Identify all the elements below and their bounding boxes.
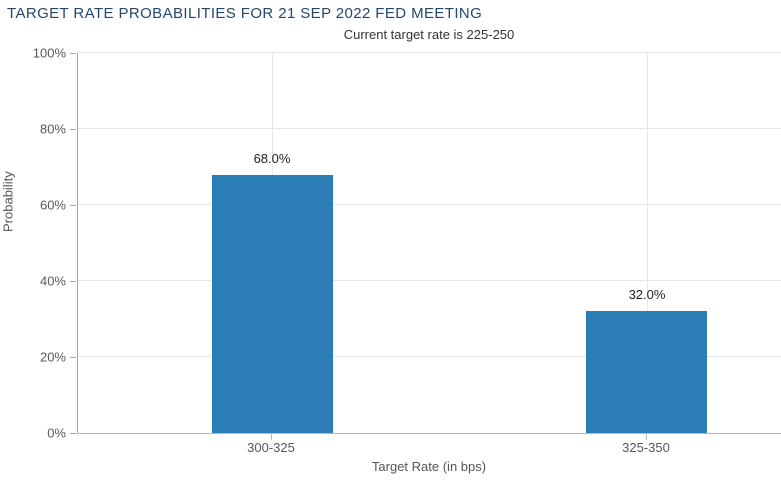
y-tick-label: 100% bbox=[32, 45, 66, 61]
y-gridline bbox=[78, 356, 781, 357]
x-axis-title: Target Rate (in bps) bbox=[371, 459, 487, 474]
y-tick-mark bbox=[70, 357, 76, 358]
y-gridline bbox=[78, 52, 781, 53]
y-tick-label: 40% bbox=[39, 273, 66, 289]
y-tick-mark bbox=[70, 53, 76, 54]
y-tick-mark bbox=[70, 281, 76, 282]
y-gridline bbox=[78, 280, 781, 281]
y-tick-label: 20% bbox=[39, 349, 66, 365]
bar-300-325[interactable] bbox=[212, 175, 333, 433]
y-tick-mark bbox=[70, 205, 76, 206]
plot-area: 68.0% 32.0% bbox=[77, 52, 781, 434]
chart-title: TARGET RATE PROBABILITIES FOR 21 SEP 202… bbox=[7, 5, 483, 22]
x-tick-mark bbox=[646, 434, 647, 440]
y-tick-label: 0% bbox=[47, 425, 66, 441]
y-tick-label: 80% bbox=[39, 121, 66, 137]
bar-value-label: 32.0% bbox=[628, 287, 666, 302]
x-gridline bbox=[647, 53, 648, 433]
x-tick-label: 325-350 bbox=[622, 440, 670, 455]
y-gridline bbox=[78, 128, 781, 129]
bar-value-label: 68.0% bbox=[253, 151, 291, 166]
x-tick-mark bbox=[271, 434, 272, 440]
y-gridline bbox=[78, 204, 781, 205]
chart-subtitle: Current target rate is 225-250 bbox=[343, 27, 515, 42]
x-tick-label: 300-325 bbox=[247, 440, 295, 455]
y-tick-label: 60% bbox=[39, 197, 66, 213]
bar-325-350[interactable] bbox=[586, 311, 707, 433]
y-tick-mark bbox=[70, 129, 76, 130]
y-tick-mark bbox=[70, 433, 76, 434]
